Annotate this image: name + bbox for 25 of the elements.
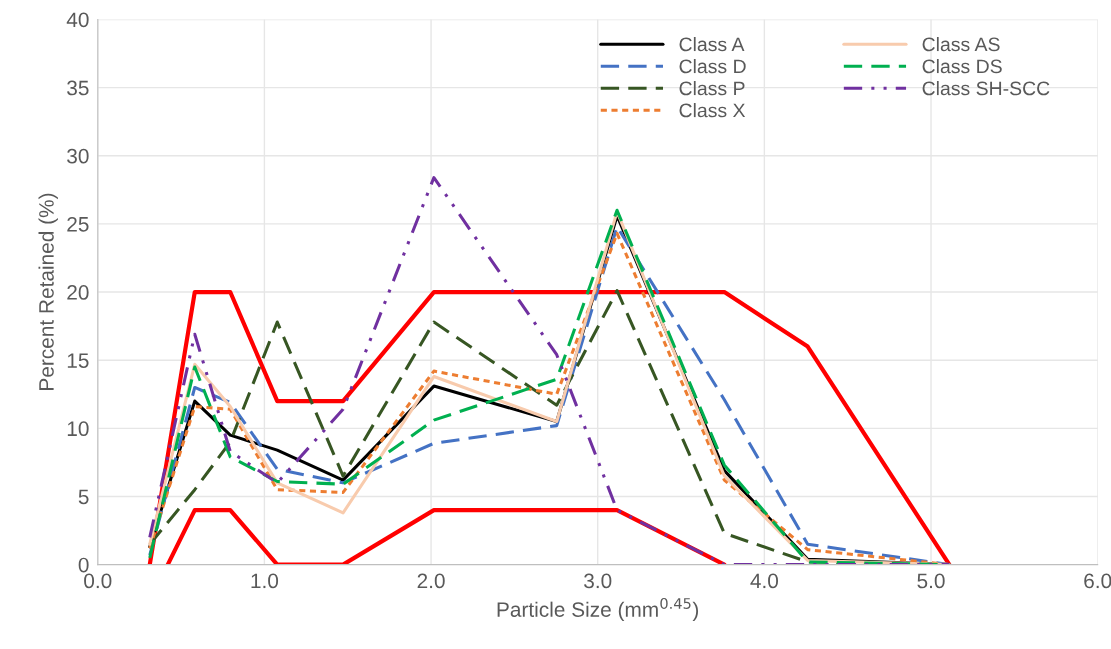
x-tick-label: 3.0 xyxy=(584,573,612,589)
x-axis-title: Particle Size (mm$^{0.45}$) xyxy=(497,597,699,622)
y-tick-label: 15 xyxy=(67,353,89,368)
legend-label: Class SH-SCC xyxy=(922,81,1050,96)
x-tick-label: 0.0 xyxy=(84,573,112,589)
x-tick-label: 4.0 xyxy=(750,573,779,589)
y-tick-label: 10 xyxy=(67,421,89,437)
legend-label: Class AS xyxy=(922,36,1000,52)
y-tick-label: 25 xyxy=(67,216,89,232)
y-tick-label: 5 xyxy=(78,489,89,505)
legend-label: Class X xyxy=(679,103,746,118)
legend-label: Class P xyxy=(679,81,745,96)
legend-label: Class D xyxy=(679,58,746,74)
y-tick-label: 0 xyxy=(78,557,89,573)
x-tick-label: 1.0 xyxy=(251,573,279,589)
legend-label: Class A xyxy=(679,36,745,52)
x-tick-label: 2.0 xyxy=(417,573,445,589)
x-tick-label: 6.0 xyxy=(1084,573,1111,589)
y-tick-label: 35 xyxy=(67,80,89,96)
y-tick-label: 30 xyxy=(67,148,89,164)
legend-label: Class DS xyxy=(922,58,1002,74)
y-tick-label: 40 xyxy=(66,12,89,28)
x-tick-label: 5.0 xyxy=(917,573,945,589)
y-axis-title: Percent Retained (%) xyxy=(38,193,58,390)
y-tick-label: 20 xyxy=(67,285,89,300)
